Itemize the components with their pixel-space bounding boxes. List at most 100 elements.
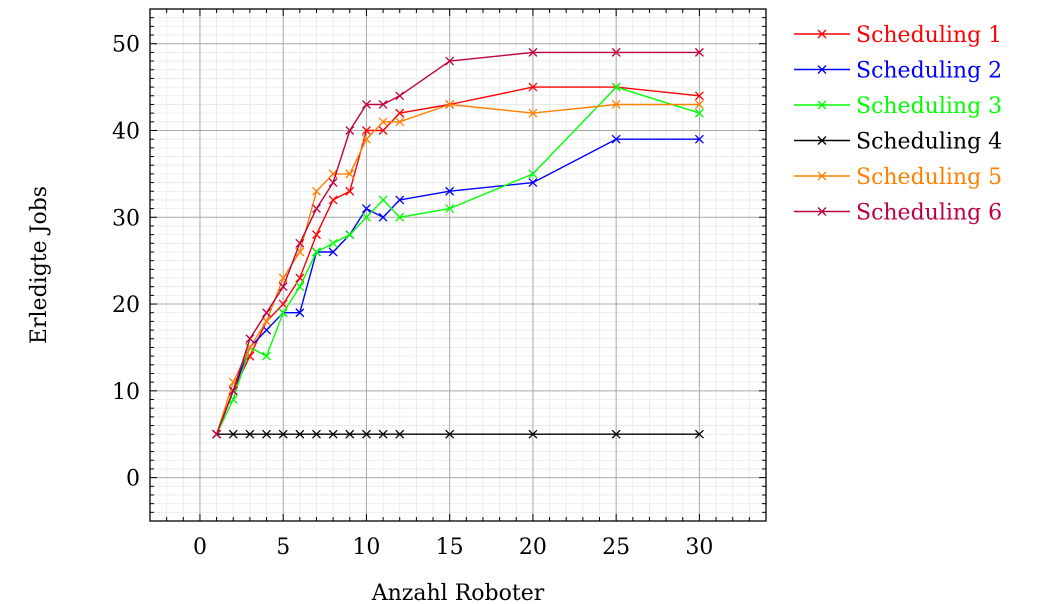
marker-stroke [328,169,338,179]
marker-stroke [611,99,621,109]
marker-stroke [361,99,371,109]
data-point [312,247,321,257]
legend-marker [817,100,827,110]
legend-item-3: Scheduling 3 [794,94,1002,119]
marker-stroke [295,238,305,248]
marker-stroke [817,29,827,39]
marker-stroke [262,351,272,361]
marker-stroke [694,99,704,109]
marker-stroke [694,134,704,144]
data-point [361,134,371,144]
data-point [262,429,272,439]
x-tick-label: 30 [685,535,713,560]
marker-stroke [328,195,338,205]
data-point [345,230,355,240]
data-point [345,186,355,196]
marker-stroke [345,186,355,196]
marker-stroke [312,429,321,439]
data-point [361,99,371,109]
data-point [445,429,455,439]
data-point [328,238,338,248]
x-tick-label: 0 [193,535,207,560]
marker-stroke [361,134,371,144]
legend-item-2: Scheduling 2 [794,59,1002,84]
series-6 [212,47,704,439]
marker-stroke [378,212,388,222]
marker-stroke [295,308,305,318]
data-point [295,282,305,292]
data-point [245,334,255,344]
legend-marker [817,65,827,74]
data-point [328,169,338,179]
marker-stroke [395,212,405,222]
data-point [528,82,538,92]
marker-stroke [328,238,338,248]
data-point [262,351,272,361]
legend: Scheduling 1 Scheduling 2 Scheduling 3 Sche… [794,23,1002,226]
data-point [328,247,338,257]
legend-item-6: Scheduling 6 [794,201,1002,226]
legend-label: Scheduling 1 [856,23,1002,48]
marker-stroke [528,47,538,57]
y-tick-label: 50 [112,33,140,58]
data-point [278,299,288,309]
marker-stroke [361,429,371,439]
marker-stroke [611,429,621,439]
y-tick-label: 40 [112,119,140,144]
y-tick-label: 20 [112,293,140,318]
marker-stroke [528,169,538,179]
series-line [215,103,700,435]
data-point [328,429,338,439]
marker-stroke [245,429,255,439]
data-point [345,169,355,179]
marker-stroke [262,308,272,318]
marker-stroke [328,429,338,439]
data-point [345,126,355,135]
data-point [694,47,704,57]
marker-stroke [345,429,355,439]
y-axis-title: Erledigte Jobs [27,186,52,344]
data-point [278,282,288,292]
marker-stroke [528,178,538,188]
data-point [361,204,371,214]
data-point [328,195,338,205]
marker-stroke [694,47,704,57]
data-point [378,126,388,135]
grid [149,8,767,522]
data-point [445,99,455,109]
marker-stroke [817,100,827,110]
data-point [445,56,455,66]
data-point [228,377,238,387]
data-point [312,429,321,439]
marker-stroke [378,429,388,439]
legend-label: Scheduling 2 [856,59,1002,84]
marker-stroke [295,429,305,439]
series-line [215,138,700,435]
legend-item-1: Scheduling 1 [794,23,1002,48]
marker-stroke [295,273,305,283]
marker-stroke [278,273,288,283]
marker-stroke [528,82,538,92]
marker-stroke [278,308,288,318]
legend-marker [817,171,827,181]
marker-stroke [295,282,305,292]
data-point [228,429,238,439]
marker-stroke [395,429,405,439]
marker-stroke [262,325,272,335]
legend-label: Scheduling 5 [856,165,1002,190]
marker-stroke [395,108,405,118]
x-axis-title: Anzahl Roboter [371,581,545,604]
data-point [395,195,405,205]
series-4 [212,429,704,439]
marker-stroke [361,126,371,135]
data-point [395,91,405,101]
series-layer [212,47,704,439]
data-point [295,238,305,248]
marker-stroke [245,351,255,361]
data-point [528,108,538,118]
marker-stroke [528,108,538,118]
tick-marks [149,8,767,522]
data-point [378,429,388,439]
x-tick-label: 5 [276,535,290,560]
